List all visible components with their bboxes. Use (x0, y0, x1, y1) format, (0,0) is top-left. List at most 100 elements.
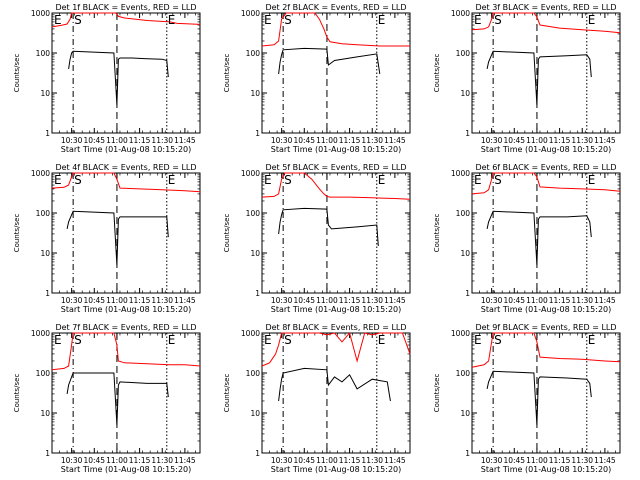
y-tick-label: 1000 (31, 169, 50, 178)
y-tick-label: 10 (250, 409, 260, 418)
y-tick-label: 1000 (451, 169, 470, 178)
x-tick-label: 11:45 (384, 456, 406, 465)
x-tick-label: 11:15 (339, 296, 361, 305)
events-rate-line (278, 47, 381, 74)
y-tick-label: 1 (255, 449, 260, 458)
x-tick-label: 11:30 (361, 456, 383, 465)
y-tick-label: 100 (456, 209, 471, 218)
y-tick-label: 1 (45, 289, 50, 298)
marker-label: S (494, 333, 502, 347)
x-tick-label: 11:30 (151, 456, 173, 465)
x-axis-label: Start Time (01-Aug-08 10:15:20) (481, 465, 612, 474)
y-tick-label: 10 (250, 249, 260, 258)
x-tick-label: 10:45 (83, 136, 105, 145)
x-tick-label: 10:30 (61, 136, 83, 145)
x-tick-label: 11:15 (339, 136, 361, 145)
y-tick-label: 10 (40, 89, 50, 98)
x-axis-label: Start Time (01-Aug-08 10:15:20) (481, 305, 612, 314)
plot-frame (261, 172, 411, 294)
marker-label: E (168, 13, 176, 27)
y-axis-label: Counts/sec (223, 54, 231, 93)
x-tick-label: 10:45 (503, 456, 525, 465)
x-tick-label: 11:30 (361, 136, 383, 145)
marker-label: E (168, 333, 176, 347)
y-tick-label: 10 (460, 249, 470, 258)
y-tick-label: 10 (40, 409, 50, 418)
y-tick-label: 1 (465, 289, 470, 298)
x-tick-label: 10:30 (481, 136, 503, 145)
chart-title: Det 2f BLACK = Events, RED = LLD (265, 3, 406, 12)
x-tick-label: 11:00 (106, 456, 128, 465)
x-tick-label: 11:45 (174, 456, 196, 465)
events-rate-line (486, 370, 592, 426)
x-tick-label: 11:00 (526, 136, 548, 145)
marker-label: S (494, 13, 502, 27)
marker-label: E (378, 173, 386, 187)
y-tick-label: 1000 (241, 329, 260, 338)
x-tick-label: 11:30 (151, 136, 173, 145)
x-tick-label: 11:15 (549, 136, 571, 145)
marker-label: E (54, 173, 62, 187)
x-tick-label: 11:45 (594, 136, 616, 145)
marker-label: E (54, 333, 62, 347)
y-tick-label: 100 (36, 209, 51, 218)
marker-label: E (264, 173, 272, 187)
x-tick-label: 11:00 (106, 136, 128, 145)
x-tick-label: 10:45 (83, 456, 105, 465)
x-axis-label: Start Time (01-Aug-08 10:15:20) (271, 305, 402, 314)
plot-frame (261, 332, 411, 454)
y-tick-label: 10 (250, 89, 260, 98)
events-rate-line (278, 367, 391, 402)
plot-frame (51, 332, 201, 454)
x-tick-label: 11:00 (316, 456, 338, 465)
marker-label: S (74, 333, 82, 347)
x-tick-label: 10:45 (503, 136, 525, 145)
y-tick-label: 1000 (451, 329, 470, 338)
events-rate-line (486, 50, 592, 106)
y-tick-label: 1 (45, 129, 50, 138)
plot-frame (261, 12, 411, 134)
marker-label: E (588, 173, 596, 187)
plot-frame (471, 172, 621, 294)
y-tick-label: 100 (36, 369, 51, 378)
y-tick-label: 10 (460, 89, 470, 98)
y-axis-label: Counts/sec (433, 374, 441, 413)
chart-panel: Det 2f BLACK = Events, RED = LLD Counts/s… (223, 3, 411, 154)
x-tick-label: 10:30 (271, 296, 293, 305)
plot-frame (51, 172, 201, 294)
y-tick-label: 100 (246, 369, 261, 378)
y-tick-label: 1000 (451, 9, 470, 18)
marker-label: E (264, 13, 272, 27)
x-tick-label: 11:45 (594, 456, 616, 465)
x-tick-label: 11:30 (571, 456, 593, 465)
x-tick-label: 11:00 (316, 136, 338, 145)
events-rate-line (66, 372, 169, 426)
chart-title: Det 1f BLACK = Events, RED = LLD (55, 3, 196, 12)
chart-panel: Det 1f BLACK = Events, RED = LLD Counts/s… (13, 3, 201, 154)
y-tick-label: 100 (246, 209, 261, 218)
y-tick-label: 1000 (241, 9, 260, 18)
lld-rate-line (261, 331, 411, 367)
x-tick-label: 11:00 (526, 296, 548, 305)
x-tick-label: 11:15 (549, 296, 571, 305)
y-tick-label: 1 (255, 129, 260, 138)
lld-rate-line (51, 12, 201, 28)
chart-title: Det 9f BLACK = Events, RED = LLD (475, 323, 616, 332)
marker-label: E (588, 13, 596, 27)
x-tick-label: 11:45 (384, 296, 406, 305)
x-tick-label: 11:45 (174, 136, 196, 145)
lld-rate-line (471, 12, 621, 34)
chart-panel: Det 7f BLACK = Events, RED = LLD Counts/s… (13, 323, 201, 474)
lld-rate-line (51, 332, 201, 371)
events-rate-line (486, 210, 592, 266)
x-tick-label: 11:30 (571, 136, 593, 145)
y-tick-label: 1 (465, 449, 470, 458)
y-axis-label: Counts/sec (13, 374, 21, 413)
x-tick-label: 10:45 (503, 296, 525, 305)
x-tick-label: 10:45 (293, 136, 315, 145)
y-axis-label: Counts/sec (433, 54, 441, 93)
plot-frame (51, 12, 201, 134)
marker-label: E (54, 13, 62, 27)
plot-frame (471, 332, 621, 454)
marker-label: S (74, 13, 82, 27)
